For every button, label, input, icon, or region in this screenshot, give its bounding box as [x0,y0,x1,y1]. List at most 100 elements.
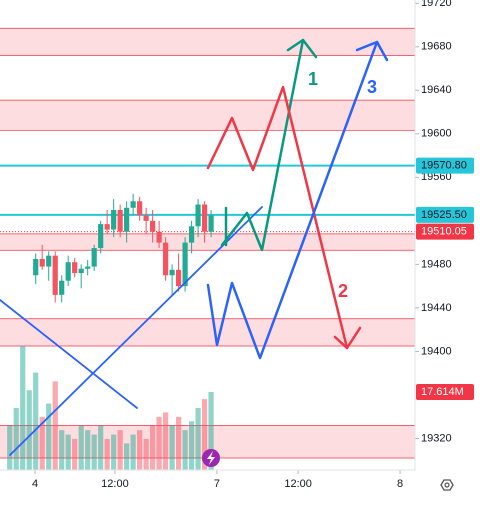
y-tick-label: 19560 [421,171,452,183]
candle-body [182,242,188,287]
volume-bar [188,421,195,470]
price-label-box [416,157,474,174]
volume-bar [150,425,156,470]
volume-bar [182,430,188,470]
annotation: 2 [338,281,348,301]
volume-bar [117,430,123,470]
candle-body [91,248,97,267]
candle-body [208,215,214,232]
candle-body [188,226,195,243]
x-tick-label: 12:00 [284,478,312,490]
volume-bar [52,381,58,470]
annotation: 1 [308,69,318,89]
candle-body [98,224,104,249]
price-label-box [416,223,474,240]
x-tick-label: 4 [32,478,38,490]
y-tick-label: 19440 [421,302,452,314]
x-tick-label: 8 [397,478,403,490]
volume-bar [137,430,143,470]
price-label: 19525.50 [421,209,467,221]
x-tick-label: 7 [214,478,220,490]
volume-bar [111,434,117,470]
candle-body [72,262,78,274]
arrow-head [355,40,389,62]
volume-bar [175,416,182,470]
volume-bar [39,416,45,470]
candle-body [143,215,149,221]
event-icon-bolt [207,451,215,465]
candle-body [33,258,39,276]
volume-bar [195,407,201,470]
volume-bar [124,443,130,470]
y-tick-label: 19600 [421,128,452,140]
volume-bar [7,425,13,470]
candle-body [65,262,71,281]
candle-body [201,204,208,232]
zone [0,233,415,251]
volume-bar [85,430,91,470]
candle-body [124,207,130,232]
volume-bar [163,412,169,470]
trend-line [0,299,138,409]
trend-line [9,206,263,456]
candle-body [163,242,169,276]
zone [0,28,415,56]
path-drawing [206,40,379,360]
volume-bar [78,425,84,470]
volume-bar [59,430,65,470]
arrow-head [333,326,362,350]
candle-body [156,231,162,243]
zone [0,318,415,346]
candle-body [130,201,136,208]
candle-body [117,209,123,232]
candle-body [39,258,45,267]
annotation: 3 [367,77,377,97]
candle-body [59,280,65,295]
volume-bar [201,399,208,470]
volume-bar [91,434,97,470]
y-tick-label: 19480 [421,258,452,270]
candle-body [111,209,117,230]
candle-body [104,224,110,230]
x-tick-label: 12:00 [101,478,129,490]
candle-body [150,220,156,232]
price-label: 19510.05 [421,226,467,238]
volume-bar [156,416,162,470]
volume-bar [72,438,78,470]
candle-body [137,201,143,216]
volume-bar [46,403,52,470]
volume-bar [169,425,175,470]
candle-body [78,268,84,274]
y-tick-label: 19640 [421,84,452,96]
y-tick-label: 19320 [421,432,452,444]
candle-body [52,255,58,295]
candle-body [175,269,182,287]
volume-bar [143,438,149,470]
volume-bar [208,391,214,470]
path-drawing [220,38,305,252]
volume-bar [26,390,32,470]
volume-bar [33,372,39,470]
y-tick-label: 19720 [421,0,452,9]
volume-label: 17.614M [421,386,464,398]
y-tick-label: 19680 [421,41,452,53]
volume-bar [13,407,19,470]
price-label: 19570.80 [421,159,467,171]
volume-bar [98,425,104,470]
candle-body [195,204,201,227]
volume-label-box [416,383,474,400]
candle-body [46,255,52,267]
y-tick-label: 19400 [421,345,452,357]
settings-icon-dot [444,482,450,488]
volume-bar [65,434,71,470]
candle-body [85,266,91,269]
candle-body [169,269,175,276]
settings-icon[interactable] [440,479,454,491]
volume-bar [104,438,110,470]
volume-bar [130,434,136,470]
arrow-head [286,38,318,59]
path-drawing [206,85,349,350]
volume-bar [20,345,26,470]
price-label-box [416,206,474,223]
